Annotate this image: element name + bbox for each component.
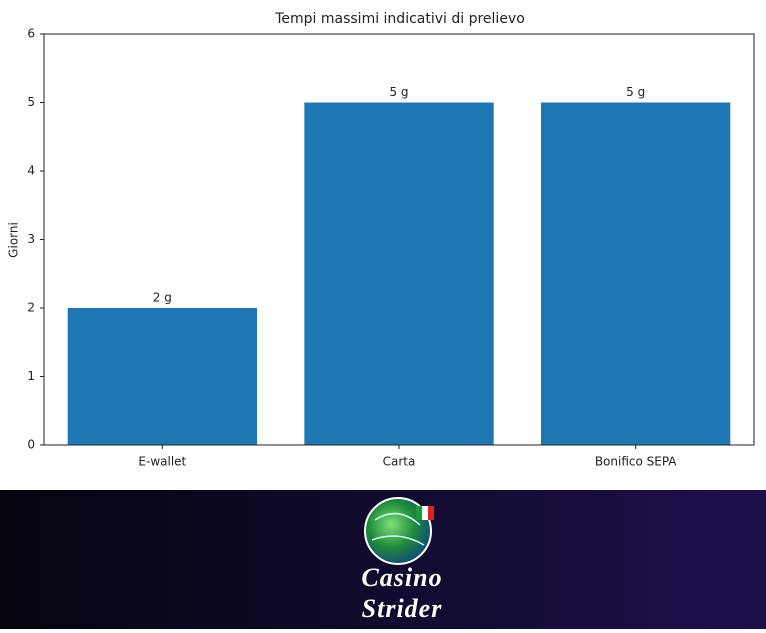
y-tick-label: 1 xyxy=(27,369,35,383)
logo-lines xyxy=(371,512,425,546)
bar xyxy=(304,102,494,445)
chart-title: Tempi massimi indicativi di prelievo xyxy=(274,11,525,27)
y-tick-label: 0 xyxy=(27,438,35,452)
banner-line: Strider xyxy=(362,594,443,623)
y-axis-label: Giorni xyxy=(7,222,21,258)
value-label: 2 g xyxy=(153,291,172,305)
y-tick-label: 5 xyxy=(27,95,35,109)
x-tick-label: E-wallet xyxy=(138,455,186,469)
x-tick-label: Carta xyxy=(383,455,416,469)
bar xyxy=(67,308,258,445)
value-label: 5 g xyxy=(389,85,408,99)
bar xyxy=(541,102,731,445)
axes-frame xyxy=(43,33,755,446)
x-tick-label: Bonifico SEPA xyxy=(595,455,677,469)
y-tick-label: 2 xyxy=(27,301,35,315)
value-label: 5 g xyxy=(626,85,645,99)
y-tick-label: 3 xyxy=(27,232,35,246)
banner-line: Casino xyxy=(361,563,442,592)
logo-flag xyxy=(416,506,434,520)
logo-globe xyxy=(364,497,432,565)
y-tick-label: 4 xyxy=(27,164,35,178)
y-tick-label: 6 xyxy=(27,27,35,41)
